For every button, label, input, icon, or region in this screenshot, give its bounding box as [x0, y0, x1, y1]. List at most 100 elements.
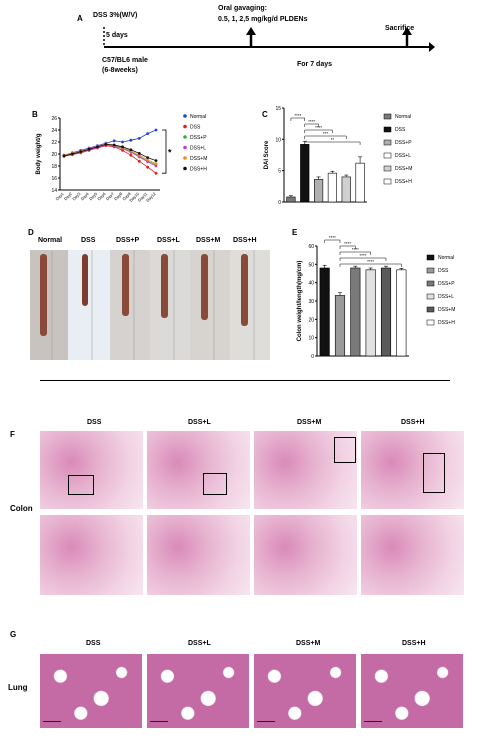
gavage-label-2: 0.5, 1, 2,5 mg/kg/d PLDENs: [218, 16, 308, 23]
colon-length-photo: [30, 250, 270, 360]
legend-label: DSS+L: [190, 146, 206, 152]
x-tick-label: Day4: [80, 191, 91, 202]
colon-label-dssl: DSS+L: [157, 237, 180, 244]
legend-marker: [183, 135, 187, 139]
data-point: [87, 147, 91, 151]
body-weight-chart: 14161820222426Day1Day2Day3Day4Day5Day6Da…: [36, 114, 207, 203]
data-point: [137, 159, 141, 163]
legend-label: DSS+L: [438, 294, 454, 300]
legend-label: DSS+H: [395, 179, 412, 185]
x-tick-label: Day12: [145, 191, 157, 203]
legend-label: DSS+P: [395, 140, 412, 146]
dss-label: DSS 3%(W/V): [93, 12, 138, 19]
legend-label: DSS+P: [438, 281, 455, 287]
g-header-dss: DSS: [86, 640, 101, 647]
significance-bracket: [339, 257, 387, 261]
lung-row-label: Lung: [8, 683, 28, 692]
series-line: [63, 144, 157, 167]
panel-label-a: A: [77, 14, 83, 23]
series-line: [63, 129, 157, 156]
significance-bracket: [290, 117, 305, 121]
legend-swatch: [383, 113, 392, 120]
he-lung-dssl: [147, 654, 249, 728]
significance-label: ****: [367, 259, 374, 264]
y-axis-label: DAI Score: [264, 140, 270, 169]
significance-bracket: [324, 239, 341, 243]
colon-weight-length-chart: 0 10 20 30 40 50 60 Colon weight/length(mg/cm) *…: [297, 235, 455, 360]
y-tick-label: 22: [51, 140, 57, 146]
zoom-box: [203, 473, 227, 495]
legend-marker: [183, 124, 187, 129]
bar: [355, 162, 365, 203]
x-tick-label: Day2: [63, 191, 74, 202]
data-point: [146, 165, 150, 169]
legend-label: DSS+L: [395, 153, 411, 159]
significance-bracket: [162, 129, 167, 174]
data-point: [137, 152, 141, 155]
y-tick-label: 14: [51, 188, 57, 194]
data-point: [129, 138, 133, 142]
histology-g-headers: DSS DSS+L DSS+M DSS+H: [40, 640, 480, 652]
bar: [380, 267, 392, 357]
significance-label: ****: [329, 235, 336, 240]
y-tick-label: 15: [275, 106, 281, 112]
y-tick-label: 50: [308, 262, 314, 268]
colon-label-dssp: DSS+P: [116, 237, 140, 244]
y-tick-label: 40: [308, 281, 314, 287]
bar: [300, 144, 310, 203]
he-colon-dss-low: [40, 431, 143, 509]
panel-label-d: D: [28, 228, 34, 237]
histology-f-headers: DSS DSS+L DSS+M DSS+H: [40, 419, 480, 431]
significance-label: ***: [323, 131, 329, 136]
legend-label: DSS+P: [190, 135, 207, 141]
he-colon-dssl-low: [147, 431, 250, 509]
panel-label-g: G: [10, 630, 17, 639]
legend-swatch: [426, 293, 435, 300]
divider: [40, 380, 450, 381]
y-tick-label: 10: [308, 336, 314, 342]
series-line: [63, 143, 157, 161]
legend-marker: [183, 114, 187, 118]
data-point: [146, 158, 150, 162]
significance-label: ****: [344, 241, 351, 246]
zoom-box: [68, 475, 94, 495]
g-header-dssh: DSS+H: [402, 640, 426, 647]
he-colon-dssh-high: [361, 515, 464, 595]
he-colon-dss-high: [40, 515, 143, 595]
data-point: [79, 150, 83, 153]
x-tick-label: Day5: [88, 191, 99, 202]
sacrifice-label: Sacrifice: [385, 25, 415, 32]
legend-label: DSS: [190, 125, 201, 131]
mouse-label-2: (6-8weeks): [102, 67, 138, 74]
colon-label-dssm: DSS+M: [196, 237, 221, 244]
significance-label: **: [331, 137, 335, 142]
bar: [319, 267, 330, 357]
legend-swatch: [383, 178, 392, 185]
significance-bracket: [339, 251, 371, 255]
legend-marker: [183, 166, 187, 171]
legend-label: DSS: [395, 127, 406, 133]
bar: [341, 176, 351, 203]
y-tick-label: 60: [308, 244, 314, 250]
scale-bar: [257, 721, 275, 725]
y-tick-label: 26: [51, 116, 57, 122]
y-tick-label: 0: [278, 200, 281, 206]
legend-marker: [183, 145, 187, 150]
he-lung-dss: [40, 654, 142, 728]
he-lung-dssh: [361, 654, 463, 728]
significance-bracket: [339, 245, 356, 249]
y-axis-label: Body weight/g: [36, 133, 42, 174]
scale-bar: [43, 721, 61, 725]
y-tick-label: 5: [278, 169, 281, 175]
data-point: [154, 159, 158, 162]
data-point: [154, 128, 158, 132]
data-point: [104, 143, 108, 146]
significance-marker: *: [168, 148, 172, 158]
legend-label: DSS: [438, 268, 449, 274]
legend-label: DSS+H: [438, 320, 455, 326]
x-tick-label: Day9: [121, 191, 132, 202]
timeline-arrows: [103, 27, 435, 52]
legend-label: Normal: [190, 114, 206, 120]
data-point: [70, 152, 74, 156]
